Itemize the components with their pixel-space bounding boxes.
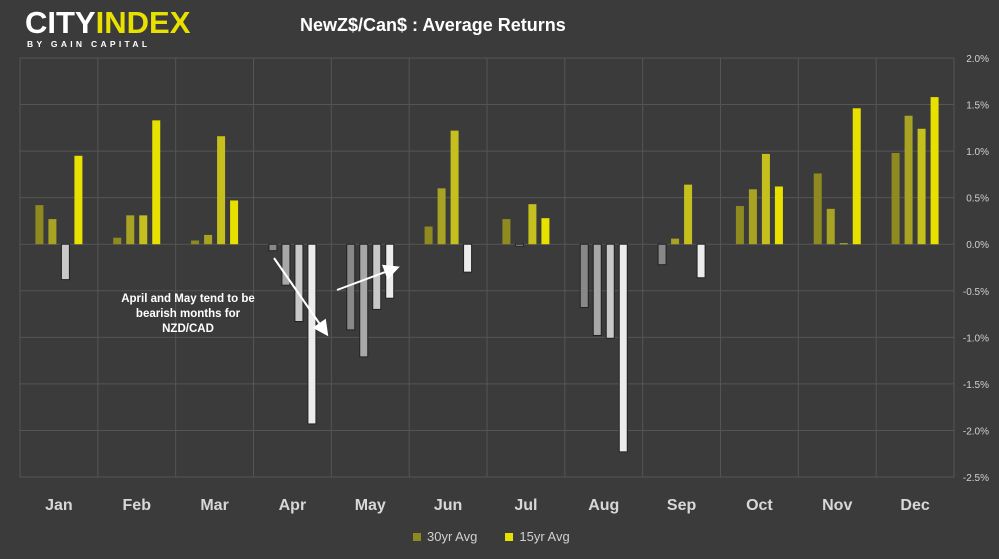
bar-jun-3 xyxy=(463,243,473,273)
bar-jul-0 xyxy=(502,219,511,245)
bar-feb-0 xyxy=(113,237,122,245)
x-tick-label: Jan xyxy=(45,497,73,514)
bar-nov-0 xyxy=(813,173,822,245)
bar-jul-3 xyxy=(541,218,550,245)
legend-item-15yr: 15yr Avg xyxy=(505,529,570,544)
logo-subtitle: BY GAIN CAPITAL xyxy=(27,39,151,49)
bar-jan-0 xyxy=(35,205,44,245)
bar-jan-1 xyxy=(48,219,57,245)
bar-jun-0 xyxy=(424,226,433,245)
bar-dec-3 xyxy=(930,97,939,245)
bar-jul-2 xyxy=(528,204,537,245)
bar-nov-2 xyxy=(839,243,848,245)
legend-label-30yr: 30yr Avg xyxy=(427,529,478,544)
annotation-arrows xyxy=(273,257,400,337)
y-tick-label: -0.5% xyxy=(963,287,989,298)
logo-index-text: INDEX xyxy=(95,5,191,40)
bar-sep-0 xyxy=(657,243,667,266)
bar-nov-1 xyxy=(826,208,835,245)
bar-apr-0 xyxy=(268,243,278,252)
arrow-up xyxy=(336,264,400,291)
bar-sep-3 xyxy=(696,243,706,279)
chart-title: NewZ$/Can$ : Average Returns xyxy=(300,15,566,35)
bar-jan-2 xyxy=(60,243,70,281)
city-index-logo: CITYINDEX BY GAIN CAPITAL xyxy=(25,5,191,49)
bar-feb-2 xyxy=(139,215,148,245)
bar-oct-3 xyxy=(774,186,783,245)
chart-grid xyxy=(19,57,955,478)
bar-feb-1 xyxy=(126,215,135,245)
y-tick-label: 2.0% xyxy=(966,54,989,65)
x-tick-label: Sep xyxy=(667,497,697,514)
bar-jun-1 xyxy=(437,188,446,245)
x-axis-labels: Jan Feb Mar Apr May Jun Jul Aug Sep Oct Nov Dec xyxy=(45,497,930,514)
bar-aug-2 xyxy=(605,243,615,339)
logo-city-text: CITY xyxy=(25,5,96,40)
bar-aug-0 xyxy=(579,243,589,309)
x-tick-label: Apr xyxy=(279,497,307,514)
bar-may-0 xyxy=(346,243,356,331)
bar-mar-0 xyxy=(191,240,200,245)
x-tick-label: Oct xyxy=(746,497,773,514)
bar-may-1 xyxy=(359,243,369,358)
bar-oct-0 xyxy=(735,206,744,245)
bar-dec-0 xyxy=(891,152,900,245)
y-tick-label: 1.0% xyxy=(966,147,989,158)
bar-sep-2 xyxy=(684,184,693,245)
bar-dec-2 xyxy=(917,128,926,245)
bar-mar-3 xyxy=(230,200,239,245)
legend-swatch-15yr xyxy=(505,532,514,541)
bar-nov-3 xyxy=(852,108,861,245)
bar-feb-3 xyxy=(152,120,161,245)
legend-swatch-30yr xyxy=(413,532,421,541)
y-tick-label: 0.5% xyxy=(966,194,989,205)
y-tick-label: 0.0% xyxy=(966,240,989,251)
y-tick-label: 1.5% xyxy=(966,101,989,112)
x-tick-label: Mar xyxy=(200,497,228,514)
legend-item-30yr: 30yr Avg xyxy=(413,529,477,544)
x-tick-label: Nov xyxy=(822,497,852,514)
bar-apr-2 xyxy=(294,243,304,323)
x-tick-label: May xyxy=(355,497,386,514)
x-tick-label: Aug xyxy=(588,497,619,514)
bar-jan-3 xyxy=(74,155,83,245)
legend-label-15yr: 15yr Avg xyxy=(519,529,570,544)
bar-dec-1 xyxy=(904,115,913,245)
bar-apr-1 xyxy=(281,243,291,286)
bar-oct-2 xyxy=(761,153,770,245)
x-tick-label: Dec xyxy=(900,497,929,514)
x-tick-label: Jun xyxy=(434,497,462,514)
arrow-down xyxy=(273,257,329,337)
bar-aug-3 xyxy=(618,243,628,453)
y-tick-label: -1.5% xyxy=(963,380,989,391)
bar-oct-1 xyxy=(748,189,757,245)
x-tick-label: Feb xyxy=(123,497,152,514)
bar-jul-1 xyxy=(514,243,524,247)
y-tick-label: -2.5% xyxy=(963,473,989,484)
y-tick-label: -2.0% xyxy=(963,426,989,437)
bar-aug-1 xyxy=(592,243,602,336)
y-tick-label: -1.0% xyxy=(963,333,989,344)
annotation-text: April and May tend to be bearish months … xyxy=(121,293,255,335)
bar-sep-1 xyxy=(671,238,680,245)
bar-mar-1 xyxy=(204,234,213,245)
chart-bars xyxy=(35,97,939,453)
bar-mar-2 xyxy=(217,136,226,245)
x-tick-label: Jul xyxy=(514,497,537,514)
y-axis-labels: 2.0% 1.5% 1.0% 0.5% 0.0% -0.5% -1.0% -1.5% -2.0%… xyxy=(963,54,989,484)
chart-legend: 30yr Avg 15yr Avg xyxy=(413,529,570,544)
bar-apr-3 xyxy=(307,243,317,425)
bar-jun-2 xyxy=(450,130,459,245)
